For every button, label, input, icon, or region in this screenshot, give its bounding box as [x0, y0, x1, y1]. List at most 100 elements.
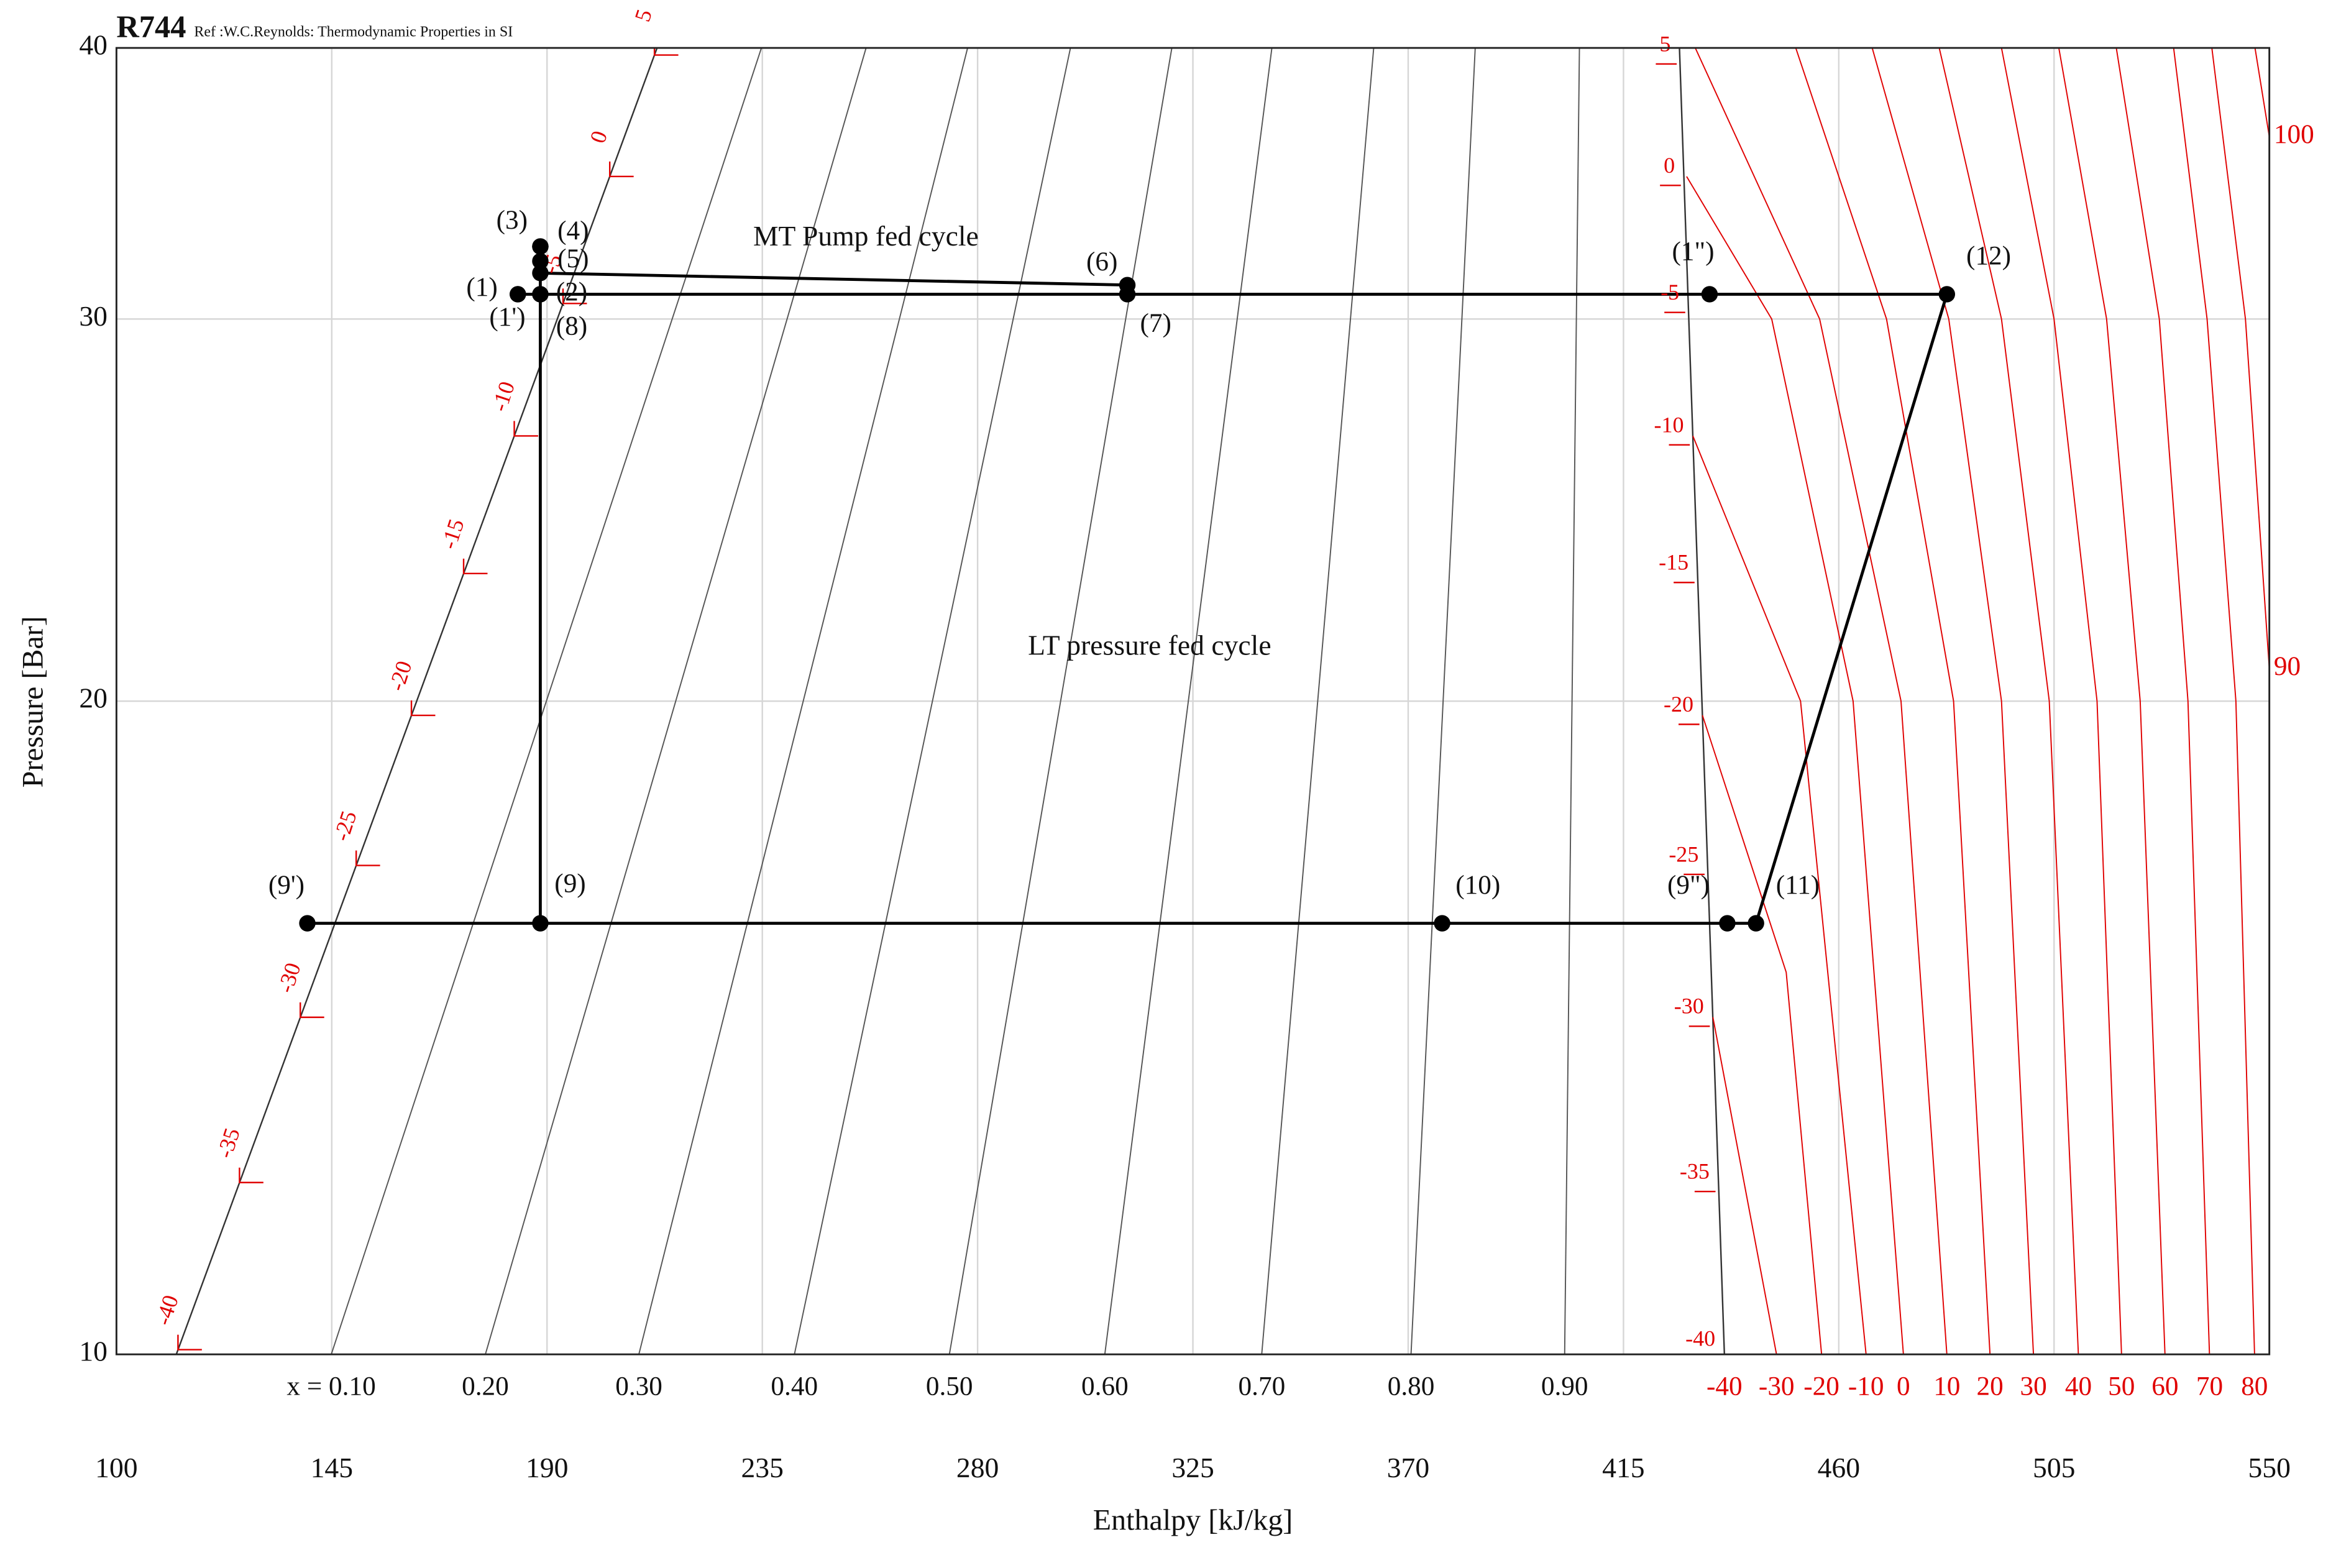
y-tick-label: 40	[79, 29, 108, 61]
quality-line	[331, 48, 763, 1355]
isotherm-label: 10	[1933, 1371, 1960, 1401]
x-tick-label: 280	[956, 1452, 999, 1483]
quality-line	[1410, 48, 1476, 1355]
isotherm	[2058, 48, 2166, 1355]
isotherm	[1795, 48, 1991, 1355]
state-point	[1719, 915, 1736, 932]
annotation: MT Pump fed cycle	[753, 220, 979, 252]
state-point	[532, 265, 549, 282]
sat-temp-label: -40	[1685, 1326, 1715, 1351]
sat-temp-label: -10	[1654, 412, 1684, 437]
isotherm-label: 70	[2196, 1371, 2223, 1401]
state-label: (11)	[1776, 870, 1820, 900]
overlay: 100 145 190 235 280 325 370 415 460 505 5501020304…	[79, 6, 2314, 1483]
x-tick-label: 460	[1818, 1452, 1860, 1483]
x-tick-label: 145	[311, 1452, 353, 1483]
sat-temp-label: 5	[1659, 31, 1670, 56]
quality-label: 0.60	[1081, 1371, 1129, 1401]
sat-temp-label: 5	[630, 6, 657, 24]
quality-label: 0.90	[1541, 1371, 1588, 1401]
isotherm	[1686, 176, 1904, 1355]
isotherm-label: 90	[2274, 651, 2301, 681]
state-label: (10)	[1455, 870, 1500, 900]
isotherm	[1695, 48, 1948, 1355]
plot-frame	[115, 47, 2271, 1355]
state-point	[299, 915, 316, 932]
state-point	[1434, 915, 1450, 932]
isotherm	[2173, 48, 2255, 1355]
state-point	[532, 238, 549, 255]
y-tick-label: 10	[79, 1336, 108, 1367]
isotherm	[1702, 715, 1823, 1355]
state-label: (4)	[557, 216, 589, 245]
quality-line	[1104, 48, 1273, 1355]
isotherm-label: 40	[2065, 1371, 2092, 1401]
state-label: (5)	[557, 244, 589, 273]
sat-temp-label: -25	[329, 808, 362, 844]
x-tick-label: 415	[1602, 1452, 1644, 1483]
isotherm	[1938, 48, 2079, 1355]
quality-label: 0.20	[462, 1371, 509, 1401]
state-point	[510, 286, 526, 303]
isotherm	[1871, 48, 2035, 1355]
quality-line	[1564, 48, 1580, 1355]
annotation: LT pressure fed cycle	[1028, 629, 1271, 661]
cycle-line	[1754, 293, 1949, 924]
state-label: (9")	[1667, 870, 1710, 900]
sat-temp-tick	[653, 48, 679, 56]
state-label: (8)	[556, 311, 587, 341]
sat-temp-label: -5	[1661, 280, 1679, 305]
sat-temp-tick	[177, 1334, 202, 1350]
state-point	[1748, 915, 1764, 932]
quality-line	[948, 48, 1173, 1355]
isotherm	[2000, 48, 2122, 1355]
quality-line	[638, 48, 968, 1355]
isotherm-label: 0	[1897, 1371, 1910, 1401]
chart-title: R744	[116, 9, 186, 44]
isotherm-label: -20	[1803, 1371, 1839, 1401]
state-label: (12)	[1966, 241, 2011, 271]
saturated-vapor-line	[1679, 48, 1725, 1355]
isotherm-label: 20	[1976, 1371, 2003, 1401]
sat-temp-label: -15	[436, 516, 469, 552]
state-label: (1)	[466, 272, 497, 302]
sat-temp-label: -35	[212, 1125, 245, 1161]
chart-subtitle: Ref :W.C.Reynolds: Thermodynamic Propert…	[194, 24, 513, 40]
sat-temp-label: 0	[585, 128, 612, 146]
saturated-liquid-line	[175, 48, 658, 1355]
sat-temp-label: -10	[487, 378, 520, 415]
x-tick-label: 505	[2033, 1452, 2075, 1483]
state-point	[532, 915, 549, 932]
x-tick-label: 370	[1387, 1452, 1429, 1483]
y-tick-label: 30	[79, 300, 108, 332]
sat-temp-label: 0	[1664, 153, 1675, 178]
state-point	[1938, 286, 1956, 303]
sat-temp-tick	[410, 700, 436, 717]
state-label: (2)	[556, 277, 587, 306]
state-label: (6)	[1086, 247, 1117, 277]
state-label: (9)	[554, 868, 585, 898]
isotherm-label: -40	[1707, 1371, 1743, 1401]
x-tick-label: 190	[526, 1452, 568, 1483]
quality-label: 0.50	[926, 1371, 973, 1401]
isotherm-label: 80	[2241, 1371, 2268, 1401]
sat-temp-label: -30	[273, 960, 306, 996]
quality-label: 0.80	[1388, 1371, 1435, 1401]
x-axis-label: Enthalpy [kJ/kg]	[1093, 1504, 1293, 1537]
sat-temp-tick	[608, 161, 634, 178]
state-label: (1")	[1672, 236, 1715, 266]
x-tick-label: 100	[95, 1452, 137, 1483]
sat-temp-label: -30	[1674, 994, 1704, 1019]
isotherm	[2211, 48, 2270, 684]
isotherm	[2115, 48, 2210, 1355]
sat-temp-label: -35	[1680, 1159, 1710, 1184]
y-tick-label: 20	[79, 682, 108, 714]
state-point	[1701, 286, 1718, 303]
state-point	[532, 286, 549, 303]
isotherm-label: -30	[1759, 1371, 1795, 1401]
isotherm-label: 50	[2108, 1371, 2135, 1401]
state-label: (9')	[268, 870, 305, 900]
state-label: (7)	[1140, 308, 1171, 338]
